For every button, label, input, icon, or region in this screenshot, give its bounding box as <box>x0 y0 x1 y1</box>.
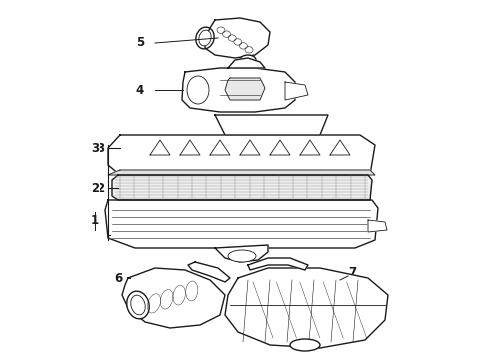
Text: 4: 4 <box>136 84 144 96</box>
Polygon shape <box>240 140 260 155</box>
Polygon shape <box>330 140 350 155</box>
Polygon shape <box>210 140 230 155</box>
Polygon shape <box>228 58 265 68</box>
Polygon shape <box>112 175 372 200</box>
Polygon shape <box>300 140 320 155</box>
Text: 2: 2 <box>91 181 99 194</box>
Polygon shape <box>215 115 328 135</box>
Ellipse shape <box>196 27 214 49</box>
Polygon shape <box>225 268 388 348</box>
Polygon shape <box>182 68 295 112</box>
Text: 3: 3 <box>91 141 99 154</box>
Text: 1: 1 <box>91 213 99 226</box>
Polygon shape <box>285 82 308 100</box>
Ellipse shape <box>131 295 145 315</box>
Text: 6: 6 <box>114 271 122 284</box>
Polygon shape <box>225 78 265 100</box>
Ellipse shape <box>127 291 149 319</box>
Polygon shape <box>108 170 375 175</box>
Polygon shape <box>180 140 200 155</box>
Polygon shape <box>215 245 268 262</box>
Polygon shape <box>122 268 225 328</box>
Polygon shape <box>248 258 308 270</box>
Polygon shape <box>270 140 290 155</box>
Ellipse shape <box>240 55 256 65</box>
Text: 2: 2 <box>96 181 104 194</box>
Polygon shape <box>188 262 230 282</box>
Text: 3: 3 <box>96 141 104 154</box>
Polygon shape <box>105 200 378 248</box>
Polygon shape <box>108 135 375 175</box>
Polygon shape <box>150 140 170 155</box>
Text: 5: 5 <box>136 36 144 49</box>
Ellipse shape <box>199 30 211 46</box>
Polygon shape <box>205 18 270 58</box>
Ellipse shape <box>228 250 256 262</box>
Ellipse shape <box>187 76 209 104</box>
Polygon shape <box>368 220 387 232</box>
Text: 7: 7 <box>348 266 356 279</box>
Ellipse shape <box>290 339 320 351</box>
